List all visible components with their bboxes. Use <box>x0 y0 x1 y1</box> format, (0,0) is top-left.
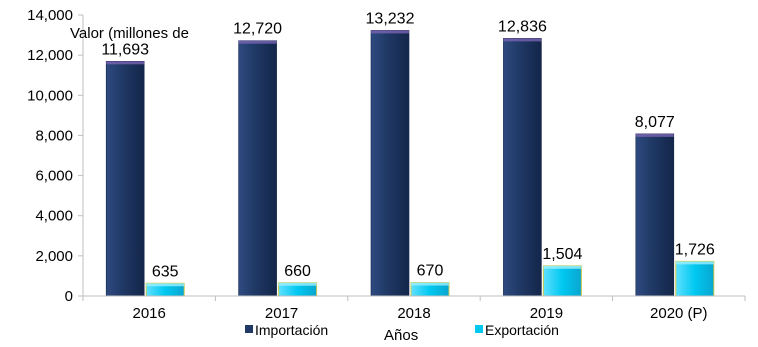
data-label-exportacion-3: 1,504 <box>542 246 582 263</box>
x-axis-ticks: 2016 2017 2018 2019 2020 (P) <box>82 296 746 322</box>
y-tick-label: 8,000 <box>35 127 73 144</box>
data-label-importacion-1: 12,720 <box>233 21 282 38</box>
bar-top-exportacion-0 <box>146 283 185 287</box>
bar-top-exportacion-1 <box>278 282 317 286</box>
data-label-exportacion-0: 635 <box>152 263 179 280</box>
bar-top-importacion-4 <box>635 133 674 137</box>
bar-importacion-2 <box>370 30 410 297</box>
x-tick-label: 2019 <box>530 305 563 322</box>
y-tick-label: 4,000 <box>35 208 73 225</box>
legend-label-exportacion: Exportación <box>485 322 559 338</box>
y-tick-label: 10,000 <box>27 87 73 104</box>
y-tick-label: 6,000 <box>35 168 73 185</box>
data-label-exportacion-4: 1,726 <box>675 241 715 258</box>
x-tick-label: 2020 (P) <box>650 305 708 322</box>
bar-top-importacion-1 <box>238 40 277 44</box>
data-label-importacion-0: 11,693 <box>101 41 149 58</box>
y-tick-label: 12,000 <box>27 47 73 64</box>
bar-importacion-1 <box>238 40 277 297</box>
x-tick-label: 2017 <box>265 305 298 322</box>
x-axis-label: Años <box>384 327 418 344</box>
bar-top-importacion-3 <box>503 38 542 42</box>
bar-top-exportacion-2 <box>411 282 449 286</box>
bar-top-exportacion-3 <box>543 265 582 269</box>
bar-importacion-4 <box>635 133 675 297</box>
y-axis-ticks: 0 2,000 4,000 6,000 8,000 10,000 12,000 14,000 <box>27 7 83 305</box>
legend-swatch-exportacion <box>475 325 483 333</box>
y-tick-label: 0 <box>65 288 73 305</box>
legend-swatch-importacion <box>245 325 253 333</box>
y-tick-label: 14,000 <box>27 7 73 24</box>
legend: Importación Exportación <box>245 322 559 338</box>
legend-label-importacion: Importación <box>255 322 328 338</box>
bar-exportacion-3 <box>542 265 582 297</box>
bar-top-importacion-0 <box>106 61 145 65</box>
data-label-importacion-4: 8,077 <box>635 114 675 131</box>
data-label-exportacion-2: 670 <box>417 263 444 280</box>
bar-importacion-0 <box>105 61 145 297</box>
bars <box>105 30 715 297</box>
bar-exportacion-4 <box>675 260 715 297</box>
data-label-importacion-3: 12,836 <box>498 18 547 35</box>
bar-top-exportacion-4 <box>675 261 714 265</box>
bar-top-importacion-2 <box>371 30 409 34</box>
y-tick-label: 2,000 <box>35 248 73 265</box>
x-tick-label: 2018 <box>397 305 430 322</box>
data-labels: 11,693 635 12,720 660 13,232 670 12,836 1,504 8,… <box>101 10 715 280</box>
bar-importacion-3 <box>503 38 542 297</box>
data-label-importacion-2: 13,232 <box>366 10 415 27</box>
data-label-exportacion-1: 660 <box>284 263 311 280</box>
y-axis-label: Valor (millones de <box>70 25 189 42</box>
x-tick-label: 2016 <box>133 305 166 322</box>
